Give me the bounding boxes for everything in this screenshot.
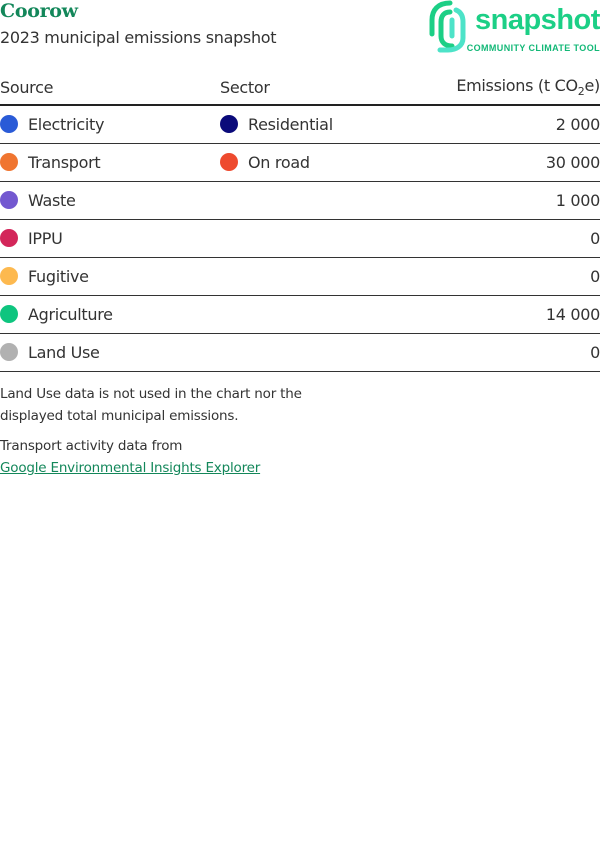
emissions-value: 0 — [420, 257, 600, 296]
emissions-table: Source Sector Emissions (t CO2e) Electri… — [0, 70, 600, 372]
table-row: Waste 1 000 — [0, 181, 600, 220]
source-color-dot-icon — [0, 305, 18, 323]
fingerprint-logo-icon — [429, 0, 466, 53]
sector-cell — [220, 333, 420, 372]
table-row: Electricity Residential 2 000 — [0, 105, 600, 144]
snapshot-logo: snapshot COMMUNITY CLIMATE TOOL — [428, 0, 600, 58]
source-cell: Transport — [0, 143, 220, 182]
source-label: Fugitive — [28, 267, 89, 286]
google-eie-link[interactable]: Google Environmental Insights Explorer — [0, 460, 261, 476]
logo-wordmark: snapshot — [475, 4, 600, 36]
source-label: Electricity — [28, 115, 105, 134]
source-color-dot-icon — [0, 343, 18, 361]
table-row: Fugitive 0 — [0, 257, 600, 296]
source-label: Agriculture — [28, 305, 113, 324]
emissions-value: 0 — [420, 333, 600, 372]
header-emissions: Emissions (t CO2e) — [420, 70, 600, 106]
source-cell: Agriculture — [0, 295, 220, 334]
sector-cell — [220, 219, 420, 258]
source-label: IPPU — [28, 229, 63, 248]
table-row: Agriculture 14 000 — [0, 295, 600, 334]
sector-color-dot-icon — [220, 153, 238, 171]
sector-cell — [220, 295, 420, 334]
source-cell: IPPU — [0, 219, 220, 258]
source-cell: Electricity — [0, 105, 220, 144]
sector-cell — [220, 181, 420, 220]
sector-label: On road — [248, 153, 310, 172]
sector-color-dot-icon — [220, 115, 238, 133]
header-sector: Sector — [220, 70, 420, 106]
sector-cell — [220, 257, 420, 296]
source-color-dot-icon — [0, 153, 18, 171]
source-color-dot-icon — [0, 191, 18, 209]
source-color-dot-icon — [0, 229, 18, 247]
page-subtitle: 2023 municipal emissions snapshot — [0, 28, 277, 47]
source-cell: Waste — [0, 181, 220, 220]
sector-cell: Residential — [220, 105, 420, 144]
emissions-value: 2 000 — [420, 105, 600, 144]
source-color-dot-icon — [0, 115, 18, 133]
table-row: IPPU 0 — [0, 219, 600, 258]
source-label: Land Use — [28, 343, 100, 362]
source-cell: Land Use — [0, 333, 220, 372]
table-row: Transport On road 30 000 — [0, 143, 600, 182]
notes: Land Use data is not used in the chart n… — [0, 383, 302, 487]
source-cell: Fugitive — [0, 257, 220, 296]
emissions-value: 30 000 — [420, 143, 600, 182]
table-header-row: Source Sector Emissions (t CO2e) — [0, 70, 600, 106]
table-row: Land Use 0 — [0, 333, 600, 372]
page-title: Coorow — [0, 0, 78, 22]
header-source: Source — [0, 70, 220, 106]
source-color-dot-icon — [0, 267, 18, 285]
transport-note: Transport activity data from Google Envir… — [0, 438, 261, 476]
emissions-value: 14 000 — [420, 295, 600, 334]
land-use-note: Land Use data is not used in the chart n… — [0, 386, 302, 424]
source-label: Transport — [28, 153, 101, 172]
emissions-value: 0 — [420, 219, 600, 258]
source-label: Waste — [28, 191, 76, 210]
sector-cell: On road — [220, 143, 420, 182]
sector-label: Residential — [248, 115, 333, 134]
logo-tagline: COMMUNITY CLIMATE TOOL — [466, 43, 600, 53]
emissions-value: 1 000 — [420, 181, 600, 220]
